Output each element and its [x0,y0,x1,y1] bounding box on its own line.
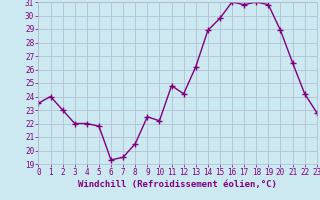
X-axis label: Windchill (Refroidissement éolien,°C): Windchill (Refroidissement éolien,°C) [78,180,277,189]
